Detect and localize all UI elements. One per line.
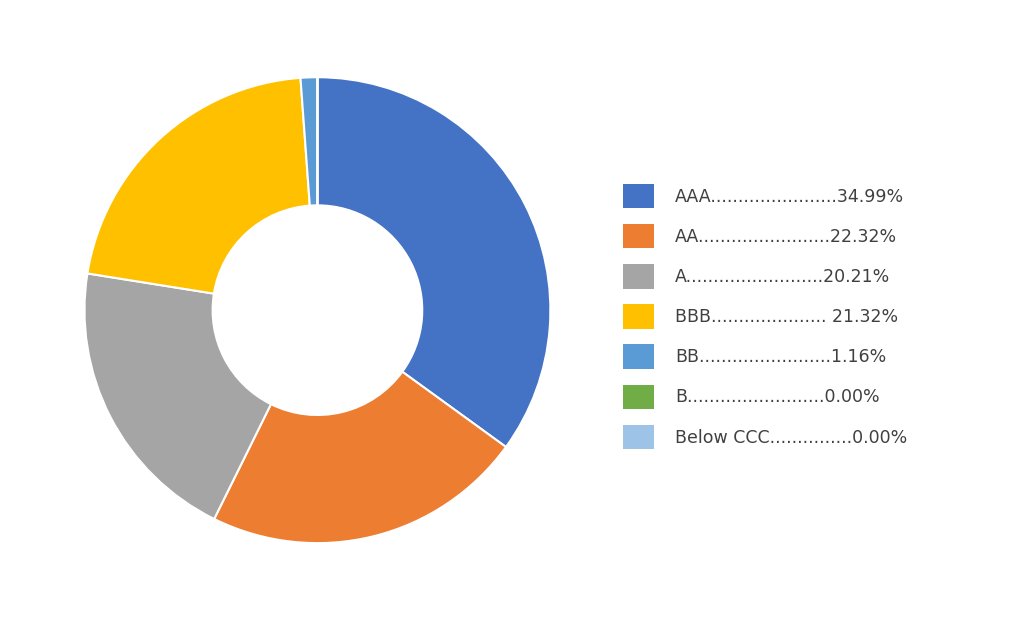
- Wedge shape: [317, 77, 550, 447]
- Wedge shape: [85, 273, 271, 519]
- Wedge shape: [300, 77, 317, 206]
- Wedge shape: [214, 372, 506, 543]
- Legend: AAA.......................34.99%, AA........................22.32%, A...........: AAA.......................34.99%, AA....…: [623, 184, 907, 449]
- Wedge shape: [87, 78, 310, 294]
